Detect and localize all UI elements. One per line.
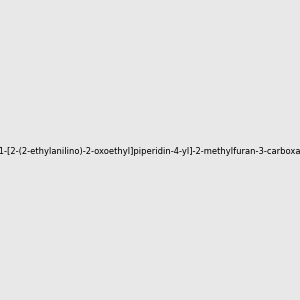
Text: N-[1-[2-(2-ethylanilino)-2-oxoethyl]piperidin-4-yl]-2-methylfuran-3-carboxamide: N-[1-[2-(2-ethylanilino)-2-oxoethyl]pipe… [0, 147, 300, 156]
